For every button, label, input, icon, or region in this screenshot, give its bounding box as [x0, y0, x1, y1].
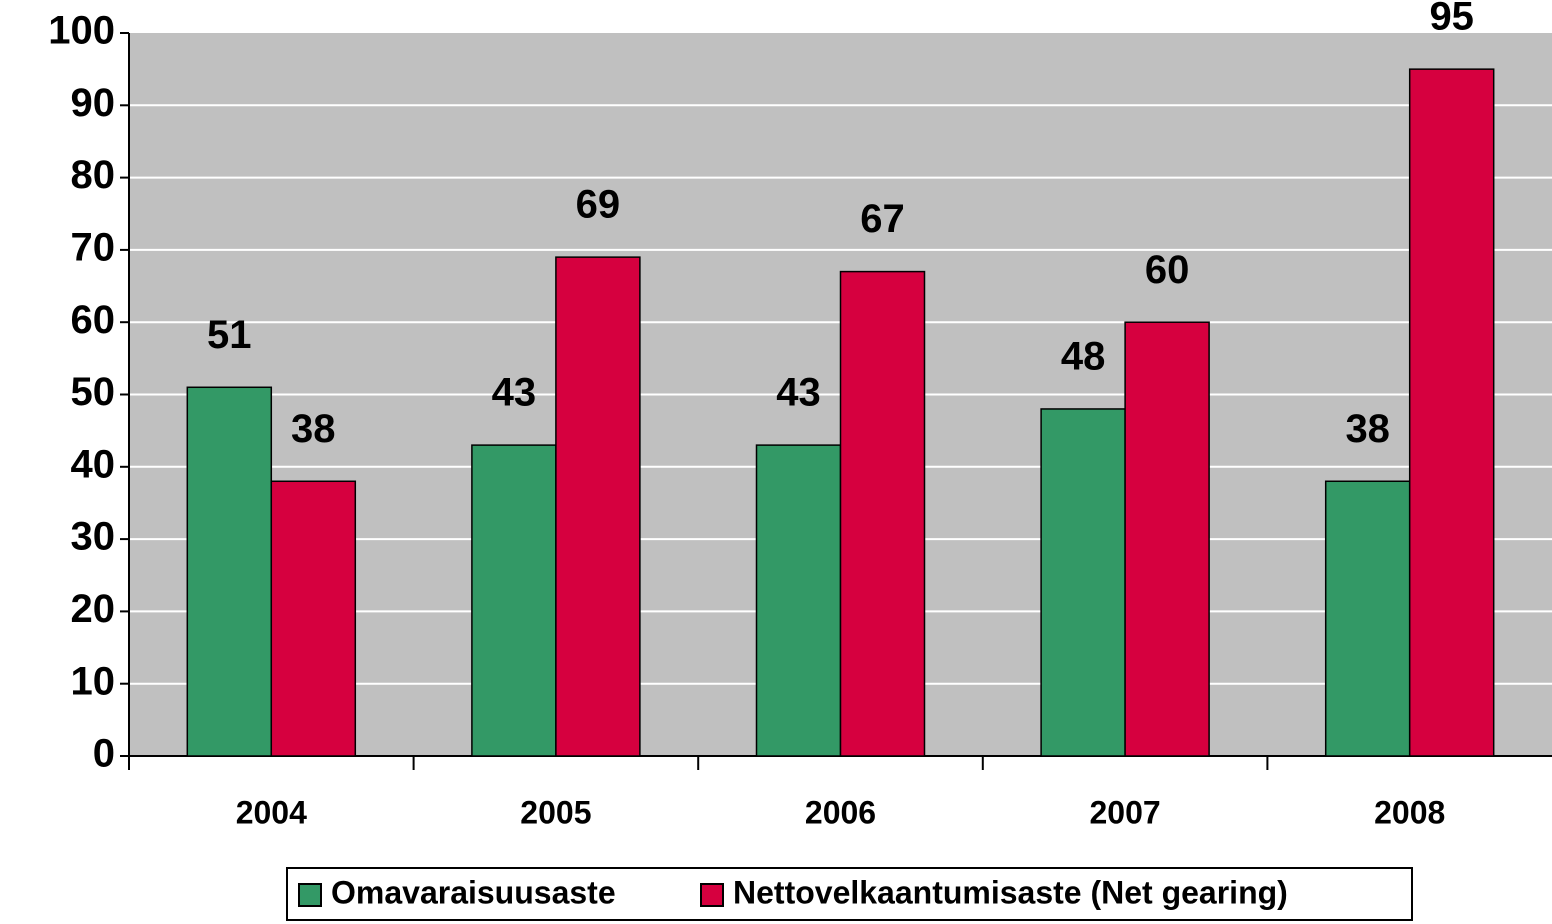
data-label: 38: [291, 407, 336, 451]
bar: [270, 480, 357, 757]
data-label: 43: [492, 371, 537, 415]
data-label: 69: [576, 183, 621, 227]
legend-swatch: [700, 883, 724, 907]
data-label: 67: [860, 197, 905, 241]
y-tick-label: 50: [71, 370, 116, 414]
bar: [755, 444, 842, 757]
data-label: 43: [776, 371, 821, 415]
y-tick-label: 10: [71, 659, 116, 703]
data-label: 95: [1429, 0, 1474, 39]
bar: [555, 256, 641, 757]
y-tick-label: 90: [71, 81, 116, 125]
y-tick-label: 100: [48, 9, 115, 53]
bar: [1124, 321, 1210, 757]
legend-swatch: [298, 883, 322, 907]
y-tick-label: 20: [71, 587, 116, 631]
x-tick-label: 2007: [1090, 794, 1161, 830]
x-tick-label: 2004: [236, 794, 307, 830]
bar: [1408, 68, 1495, 757]
bar: [1040, 408, 1126, 757]
bar: [1324, 480, 1411, 757]
y-tick-label: 80: [71, 153, 116, 197]
data-label: 38: [1345, 407, 1390, 451]
bar: [471, 444, 557, 757]
bar: [839, 270, 926, 757]
y-tick-label: 70: [71, 225, 116, 269]
legend-box: [286, 867, 1413, 921]
data-label: 48: [1061, 335, 1106, 379]
x-tick-label: 2008: [1374, 794, 1445, 830]
x-tick-label: 2005: [520, 794, 591, 830]
data-label: 51: [207, 313, 252, 357]
data-label: 60: [1145, 248, 1190, 292]
bar: [186, 386, 273, 757]
y-tick-label: 0: [93, 732, 115, 776]
y-tick-label: 30: [71, 515, 116, 559]
y-tick-label: 60: [71, 298, 116, 342]
legend-label: Nettovelkaantumisaste (Net gearing): [733, 874, 1288, 910]
x-tick-label: 2006: [805, 794, 876, 830]
legend-label: Omavaraisuusaste: [331, 874, 616, 910]
y-tick-label: 40: [71, 442, 116, 486]
